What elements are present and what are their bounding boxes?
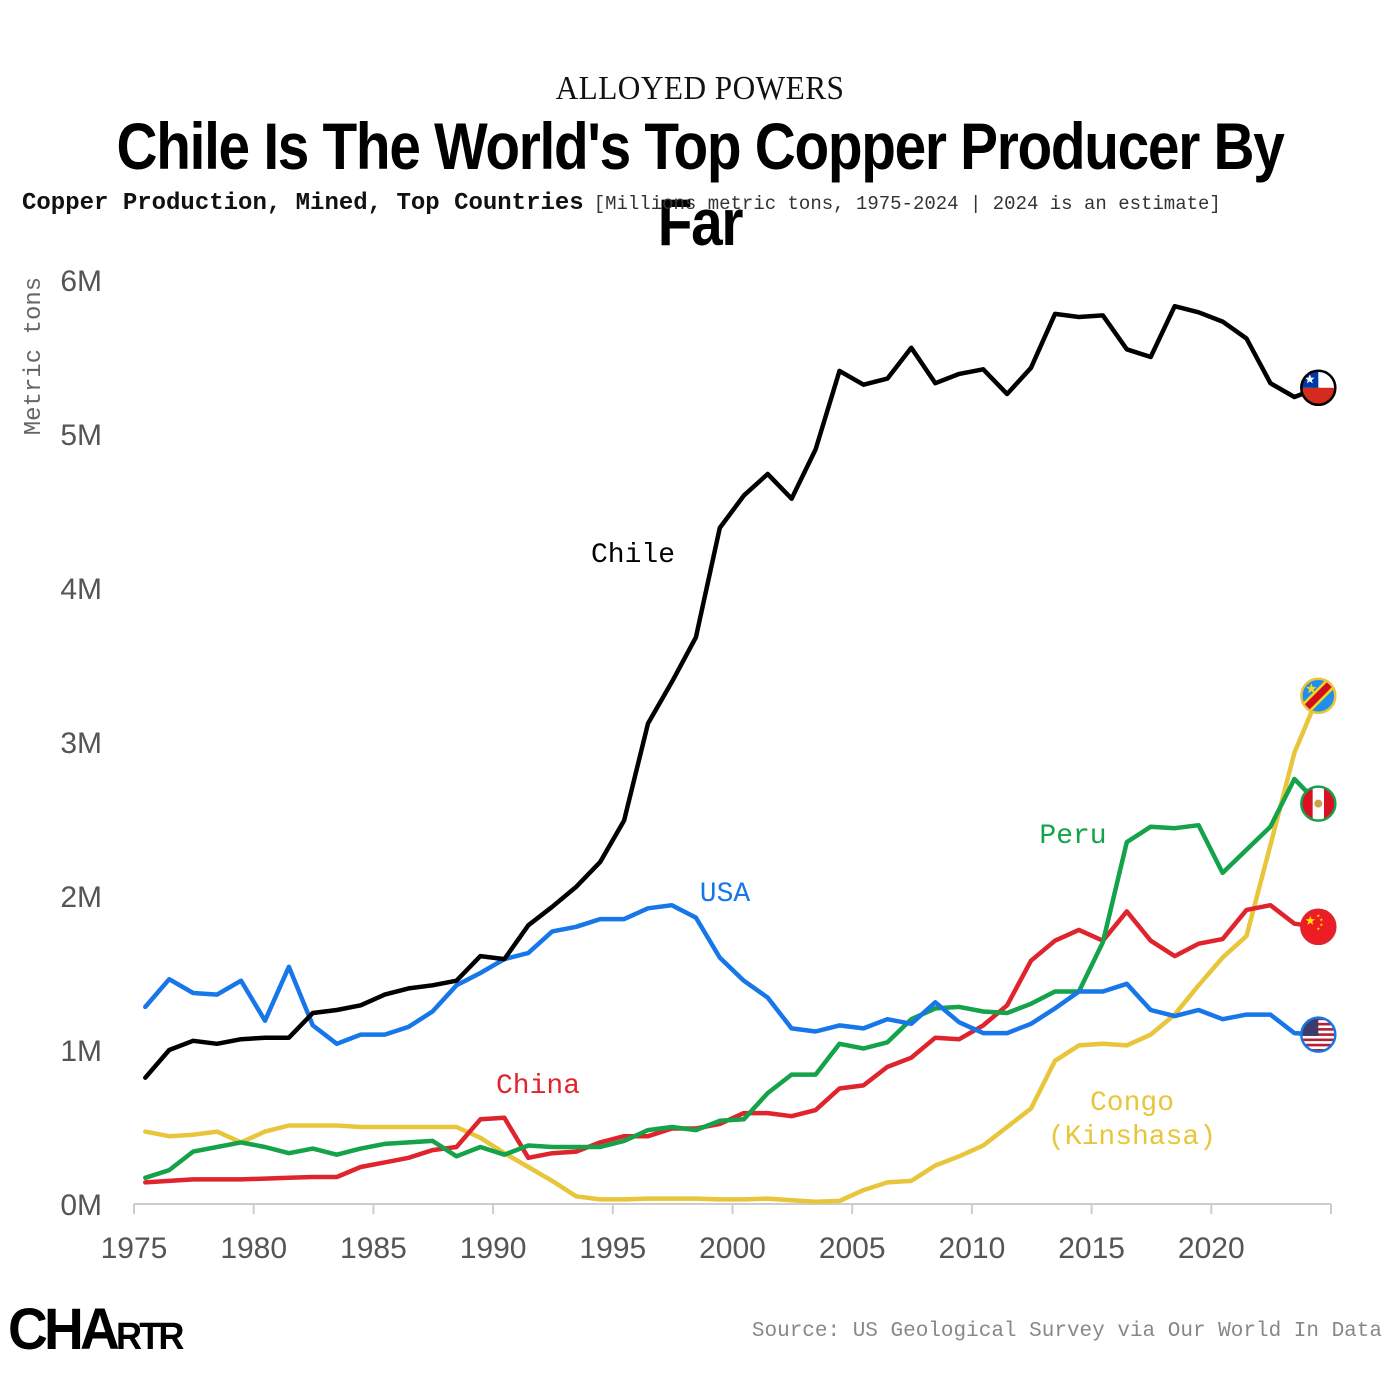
flag-star-small xyxy=(1319,918,1324,922)
series-label-congo-kinshasa: Congo (Kinshasa) xyxy=(1048,1088,1216,1153)
chart-subtitle: Copper Production, Mined, Top Countries [… xyxy=(22,190,1221,217)
usa-flag-ring xyxy=(1300,1016,1337,1053)
x-tick-label: 2010 xyxy=(939,1232,1006,1265)
logo-tail: RTR xyxy=(115,1316,185,1358)
series-flags xyxy=(1300,369,1337,1053)
series-label-line: USA xyxy=(700,879,751,910)
y-tick-label: 3M xyxy=(60,727,102,760)
peru-flag-ring xyxy=(1300,785,1337,822)
series-label-chile: Chile xyxy=(591,540,675,571)
subtitle-units: [Millions metric tons, 1975-2024 | 2024 … xyxy=(593,193,1221,215)
flag-red-left xyxy=(1301,786,1313,821)
series-line-chile xyxy=(143,303,1321,1080)
y-tick-label: 2M xyxy=(60,881,102,914)
flag-star-small xyxy=(1316,927,1321,931)
flag-stripe xyxy=(1301,1043,1336,1047)
series-label-line: China xyxy=(496,1071,580,1102)
flag-red-right xyxy=(1323,786,1336,821)
flag-stripe xyxy=(1301,1038,1336,1042)
axes: 1975 1980 1985 1990 1995 2000 2005 2010 2015 2020… xyxy=(21,265,1332,1265)
y-tick-label: 6M xyxy=(60,265,102,298)
flag-star-small xyxy=(1319,923,1324,927)
x-tick-label: 1980 xyxy=(220,1232,287,1265)
x-tick-label: 1985 xyxy=(340,1232,407,1265)
flag-stripe xyxy=(1301,1048,1336,1052)
chart-title: Chile Is The World's Top Copper Producer… xyxy=(116,109,1285,259)
flag-stripe xyxy=(1301,1035,1336,1039)
series-labels: Chile USA Peru China Congo (Kinshasa) xyxy=(496,540,1216,1153)
chile-flag-ring xyxy=(1300,369,1337,407)
flag-star xyxy=(1306,683,1317,694)
y-tick-label: 4M xyxy=(60,573,102,606)
flag-emblem xyxy=(1314,799,1323,808)
series-line-peru xyxy=(143,776,1321,1181)
flag-red xyxy=(1301,387,1336,405)
y-tick-label: 0M xyxy=(60,1189,102,1222)
drc-flag-ring xyxy=(1300,677,1337,715)
flag-star-small xyxy=(1316,914,1321,918)
flag-stripe xyxy=(1301,1046,1336,1050)
subtitle-main: Copper Production, Mined, Top Countries xyxy=(22,190,584,217)
series-label-line: (Kinshasa) xyxy=(1048,1122,1216,1153)
source-note: Source: US Geological Survey via Our Wor… xyxy=(751,1320,1382,1343)
x-tick-label: 2015 xyxy=(1058,1232,1125,1265)
y-axis-title: Metric tons xyxy=(21,277,48,435)
drc-flag-icon xyxy=(1301,678,1336,713)
series-label-peru: Peru xyxy=(1039,821,1106,852)
series-label-line: Congo xyxy=(1090,1088,1174,1119)
chartr-logo: CHARTR xyxy=(8,1296,185,1363)
y-tick-label: 5M xyxy=(60,419,102,452)
series-label-line: Chile xyxy=(591,540,675,571)
x-tick-label: 1975 xyxy=(101,1232,168,1265)
chart-kicker: ALLOYED POWERS xyxy=(555,70,845,107)
y-tick-label: 1M xyxy=(60,1035,102,1068)
x-tick-label: 1995 xyxy=(579,1232,646,1265)
x-tick-label: 1990 xyxy=(460,1232,527,1265)
series-lines xyxy=(143,303,1321,1204)
x-tick-label: 2005 xyxy=(819,1232,886,1265)
line-chart: 1975 1980 1985 1990 1995 2000 2005 2010 2015 2020… xyxy=(21,265,1337,1265)
china-flag-ring xyxy=(1300,908,1337,946)
series-label-usa: USA xyxy=(700,879,751,910)
series-line-congo-kinshasa xyxy=(143,693,1321,1204)
series-line-usa xyxy=(143,902,1321,1047)
x-tick-label: 2020 xyxy=(1178,1232,1245,1265)
series-label-line: Peru xyxy=(1039,821,1106,852)
series-label-china: China xyxy=(496,1071,580,1102)
x-tick-label: 2000 xyxy=(699,1232,766,1265)
flag-stripe xyxy=(1301,1041,1336,1045)
flag-star xyxy=(1305,374,1315,384)
flag-star-large xyxy=(1305,915,1316,925)
logo-main: CHA xyxy=(8,1297,120,1362)
usa-flag-icon xyxy=(1301,1017,1336,1052)
